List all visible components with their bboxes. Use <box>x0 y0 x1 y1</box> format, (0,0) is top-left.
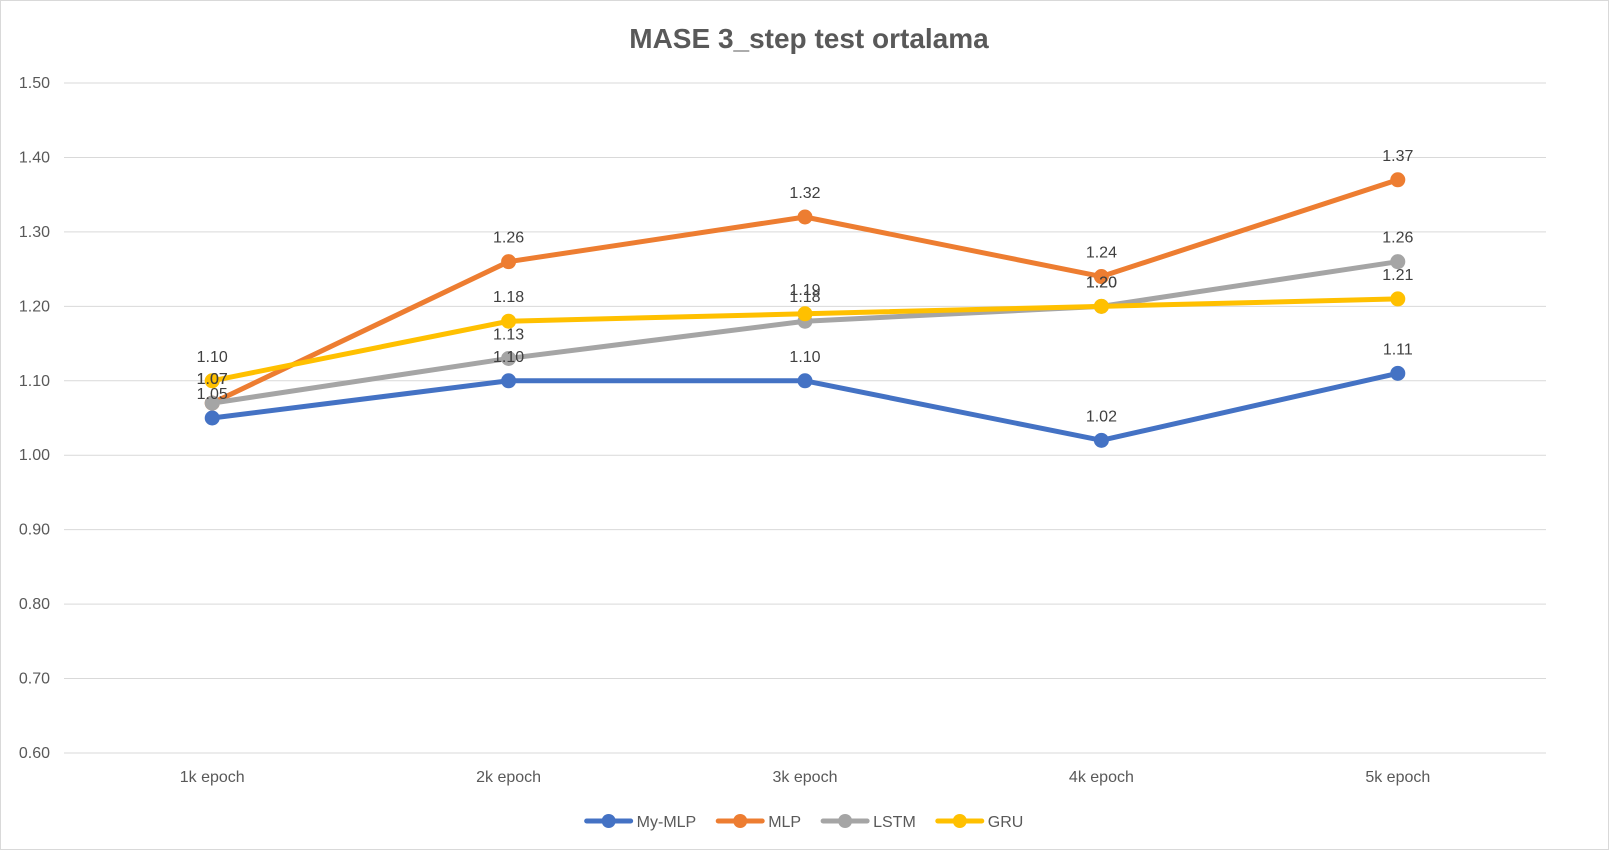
legend-label: My-MLP <box>637 814 697 831</box>
data-point-lstm <box>204 395 220 411</box>
data-label-gru: 1.21 <box>1382 267 1413 284</box>
y-tick-label: 1.10 <box>19 373 50 390</box>
legend-item-gru: GRU <box>935 814 1024 831</box>
data-label-mlp: 1.32 <box>789 185 820 202</box>
data-point-my-mlp <box>797 373 813 389</box>
data-label-mlp: 1.26 <box>493 230 524 247</box>
data-label-lstm: 1.26 <box>1382 230 1413 247</box>
y-tick-label: 0.60 <box>19 745 50 762</box>
data-label-lstm: 1.20 <box>1086 274 1117 291</box>
series-lines <box>204 172 1406 448</box>
data-labels: 1.05 1.10 1.10 1.02 1.11 1.07 1.26 1.32 1.24 1.37… <box>197 148 1414 426</box>
legend-item-my-mlp: My-MLP <box>584 814 697 831</box>
data-point-gru <box>1093 298 1109 314</box>
x-tick-label: 5k epoch <box>1365 769 1430 786</box>
data-point-mlp <box>797 209 813 225</box>
data-point-my-mlp <box>204 410 220 426</box>
y-axis-ticks: 0.60 0.70 0.80 0.90 1.00 1.10 1.20 1.30 1.40 1.50 <box>19 75 50 762</box>
legend-marker <box>733 814 748 828</box>
data-label-my-mlp: 1.02 <box>1086 408 1117 425</box>
y-tick-label: 0.80 <box>19 596 50 613</box>
x-tick-label: 3k epoch <box>773 769 838 786</box>
data-label-gru: 1.10 <box>197 349 228 366</box>
y-tick-label: 1.30 <box>19 224 50 241</box>
data-point-gru <box>1390 291 1406 307</box>
data-label-gru: 1.18 <box>493 289 524 306</box>
data-point-lstm <box>1390 254 1406 270</box>
data-label-my-mlp: 1.10 <box>493 349 524 366</box>
y-tick-label: 0.90 <box>19 522 50 539</box>
data-point-mlp <box>1390 172 1406 188</box>
x-axis-ticks: 1k epoch 2k epoch 3k epoch 4k epoch 5k epoch <box>180 769 1431 786</box>
legend-label: LSTM <box>873 814 916 831</box>
legend-marker <box>952 814 967 828</box>
data-point-lstm <box>501 350 517 366</box>
x-tick-label: 2k epoch <box>476 769 541 786</box>
data-label-my-mlp: 1.05 <box>197 386 228 403</box>
legend: My-MLP MLP LSTM GRU <box>584 814 1024 831</box>
y-tick-label: 1.00 <box>19 447 50 464</box>
x-tick-label: 4k epoch <box>1069 769 1134 786</box>
legend-label: MLP <box>768 814 801 831</box>
legend-marker <box>601 814 616 828</box>
data-point-gru <box>797 306 813 322</box>
data-label-my-mlp: 1.11 <box>1383 341 1413 358</box>
gridlines <box>64 82 1546 754</box>
data-label-gru: 1.19 <box>789 282 820 299</box>
chart-title: MASE 3_step test ortalama <box>629 23 989 54</box>
legend-label: GRU <box>988 814 1024 831</box>
legend-marker <box>838 814 853 828</box>
data-point-my-mlp <box>501 373 517 389</box>
data-point-mlp <box>1093 269 1109 285</box>
y-tick-label: 1.50 <box>19 75 50 92</box>
x-tick-label: 1k epoch <box>180 769 245 786</box>
data-label-mlp: 1.37 <box>1382 148 1413 165</box>
data-label-mlp: 1.07 <box>197 371 228 388</box>
data-label-mlp: 1.24 <box>1086 245 1117 262</box>
legend-item-lstm: LSTM <box>820 814 916 831</box>
data-label-lstm: 1.07 <box>197 371 228 388</box>
data-point-mlp <box>501 254 517 270</box>
data-point-gru <box>501 313 517 329</box>
data-point-my-mlp <box>1390 365 1406 381</box>
legend-item-mlp: MLP <box>715 814 801 831</box>
data-point-gru <box>204 373 220 389</box>
y-tick-label: 1.20 <box>19 298 50 315</box>
data-label-lstm: 1.18 <box>789 289 820 306</box>
data-point-my-mlp <box>1093 432 1109 448</box>
data-label-my-mlp: 1.10 <box>789 349 820 366</box>
data-label-gru: 1.20 <box>1086 274 1117 291</box>
data-label-lstm: 1.13 <box>493 326 524 343</box>
y-tick-label: 1.40 <box>19 149 50 166</box>
y-tick-label: 0.70 <box>19 671 50 688</box>
